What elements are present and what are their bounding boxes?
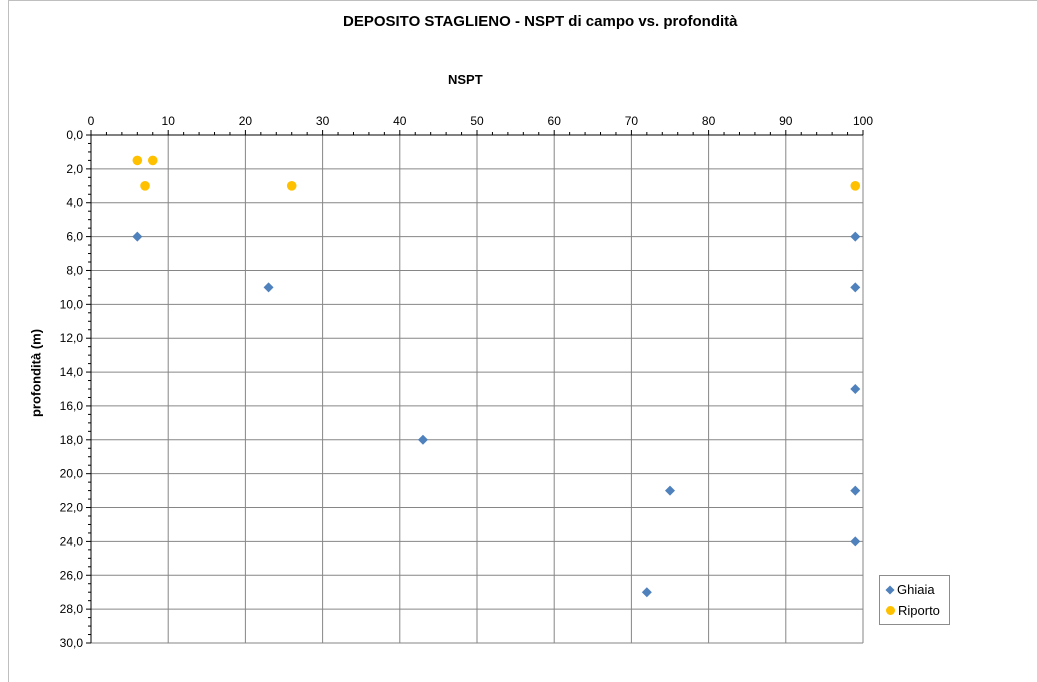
x-tick-label: 0 bbox=[88, 114, 95, 128]
legend-item-riporto: Riporto bbox=[886, 602, 940, 618]
x-tick-label: 30 bbox=[316, 114, 330, 128]
legend-label-ghiaia: Ghiaia bbox=[897, 582, 935, 598]
x-tick-label: 100 bbox=[853, 114, 873, 128]
data-point-ghiaia bbox=[850, 536, 861, 547]
data-point-riporto bbox=[132, 155, 143, 166]
data-point-riporto bbox=[286, 181, 297, 191]
y-tick-label: 26,0 bbox=[60, 568, 84, 582]
y-tick-label: 24,0 bbox=[60, 534, 84, 548]
y-tick-label: 6,0 bbox=[66, 230, 83, 244]
y-tick-label: 16,0 bbox=[60, 399, 84, 413]
x-tick-label: 20 bbox=[239, 114, 253, 128]
legend: Ghiaia Riporto bbox=[879, 575, 950, 625]
legend-item-ghiaia: Ghiaia bbox=[885, 581, 935, 598]
data-point-ghiaia bbox=[641, 587, 652, 598]
x-tick-label: 40 bbox=[393, 114, 407, 128]
chart-title: DEPOSITO STAGLIENO - NSPT di campo vs. p… bbox=[343, 13, 738, 30]
data-point-ghiaia bbox=[132, 231, 143, 242]
x-tick-label: 70 bbox=[625, 114, 639, 128]
y-tick-label: 10,0 bbox=[60, 297, 84, 311]
x-axis-label: NSPT bbox=[448, 72, 483, 87]
y-tick-label: 12,0 bbox=[60, 331, 84, 345]
x-tick-label: 10 bbox=[162, 114, 176, 128]
y-tick-label: 4,0 bbox=[66, 196, 83, 210]
y-tick-label: 0,0 bbox=[66, 128, 83, 142]
data-point-riporto bbox=[147, 155, 158, 166]
chart-frame bbox=[8, 0, 1037, 682]
diamond-marker-icon bbox=[885, 585, 895, 595]
data-point-ghiaia bbox=[850, 231, 861, 242]
legend-label-riporto: Riporto bbox=[898, 603, 940, 619]
x-tick-label: 90 bbox=[779, 114, 793, 128]
y-tick-label: 28,0 bbox=[60, 602, 84, 616]
data-point-ghiaia bbox=[417, 434, 428, 445]
y-tick-label: 14,0 bbox=[60, 365, 84, 379]
y-tick-label: 8,0 bbox=[66, 263, 83, 277]
data-point-ghiaia bbox=[263, 282, 274, 293]
y-tick-label: 2,0 bbox=[66, 162, 83, 176]
x-tick-label: 50 bbox=[470, 114, 484, 128]
x-tick-label: 60 bbox=[548, 114, 562, 128]
data-point-riporto bbox=[140, 181, 150, 191]
data-point-ghiaia bbox=[665, 485, 675, 496]
y-tick-label: 22,0 bbox=[60, 501, 84, 515]
circle-marker-icon bbox=[886, 606, 895, 616]
data-point-riporto bbox=[850, 181, 861, 191]
y-tick-label: 18,0 bbox=[60, 433, 84, 447]
data-point-ghiaia bbox=[850, 384, 861, 394]
x-tick-label: 80 bbox=[702, 114, 716, 128]
data-point-ghiaia bbox=[850, 485, 861, 496]
y-tick-label: 30,0 bbox=[60, 636, 84, 650]
y-tick-label: 20,0 bbox=[60, 467, 84, 481]
data-point-ghiaia bbox=[850, 282, 861, 293]
